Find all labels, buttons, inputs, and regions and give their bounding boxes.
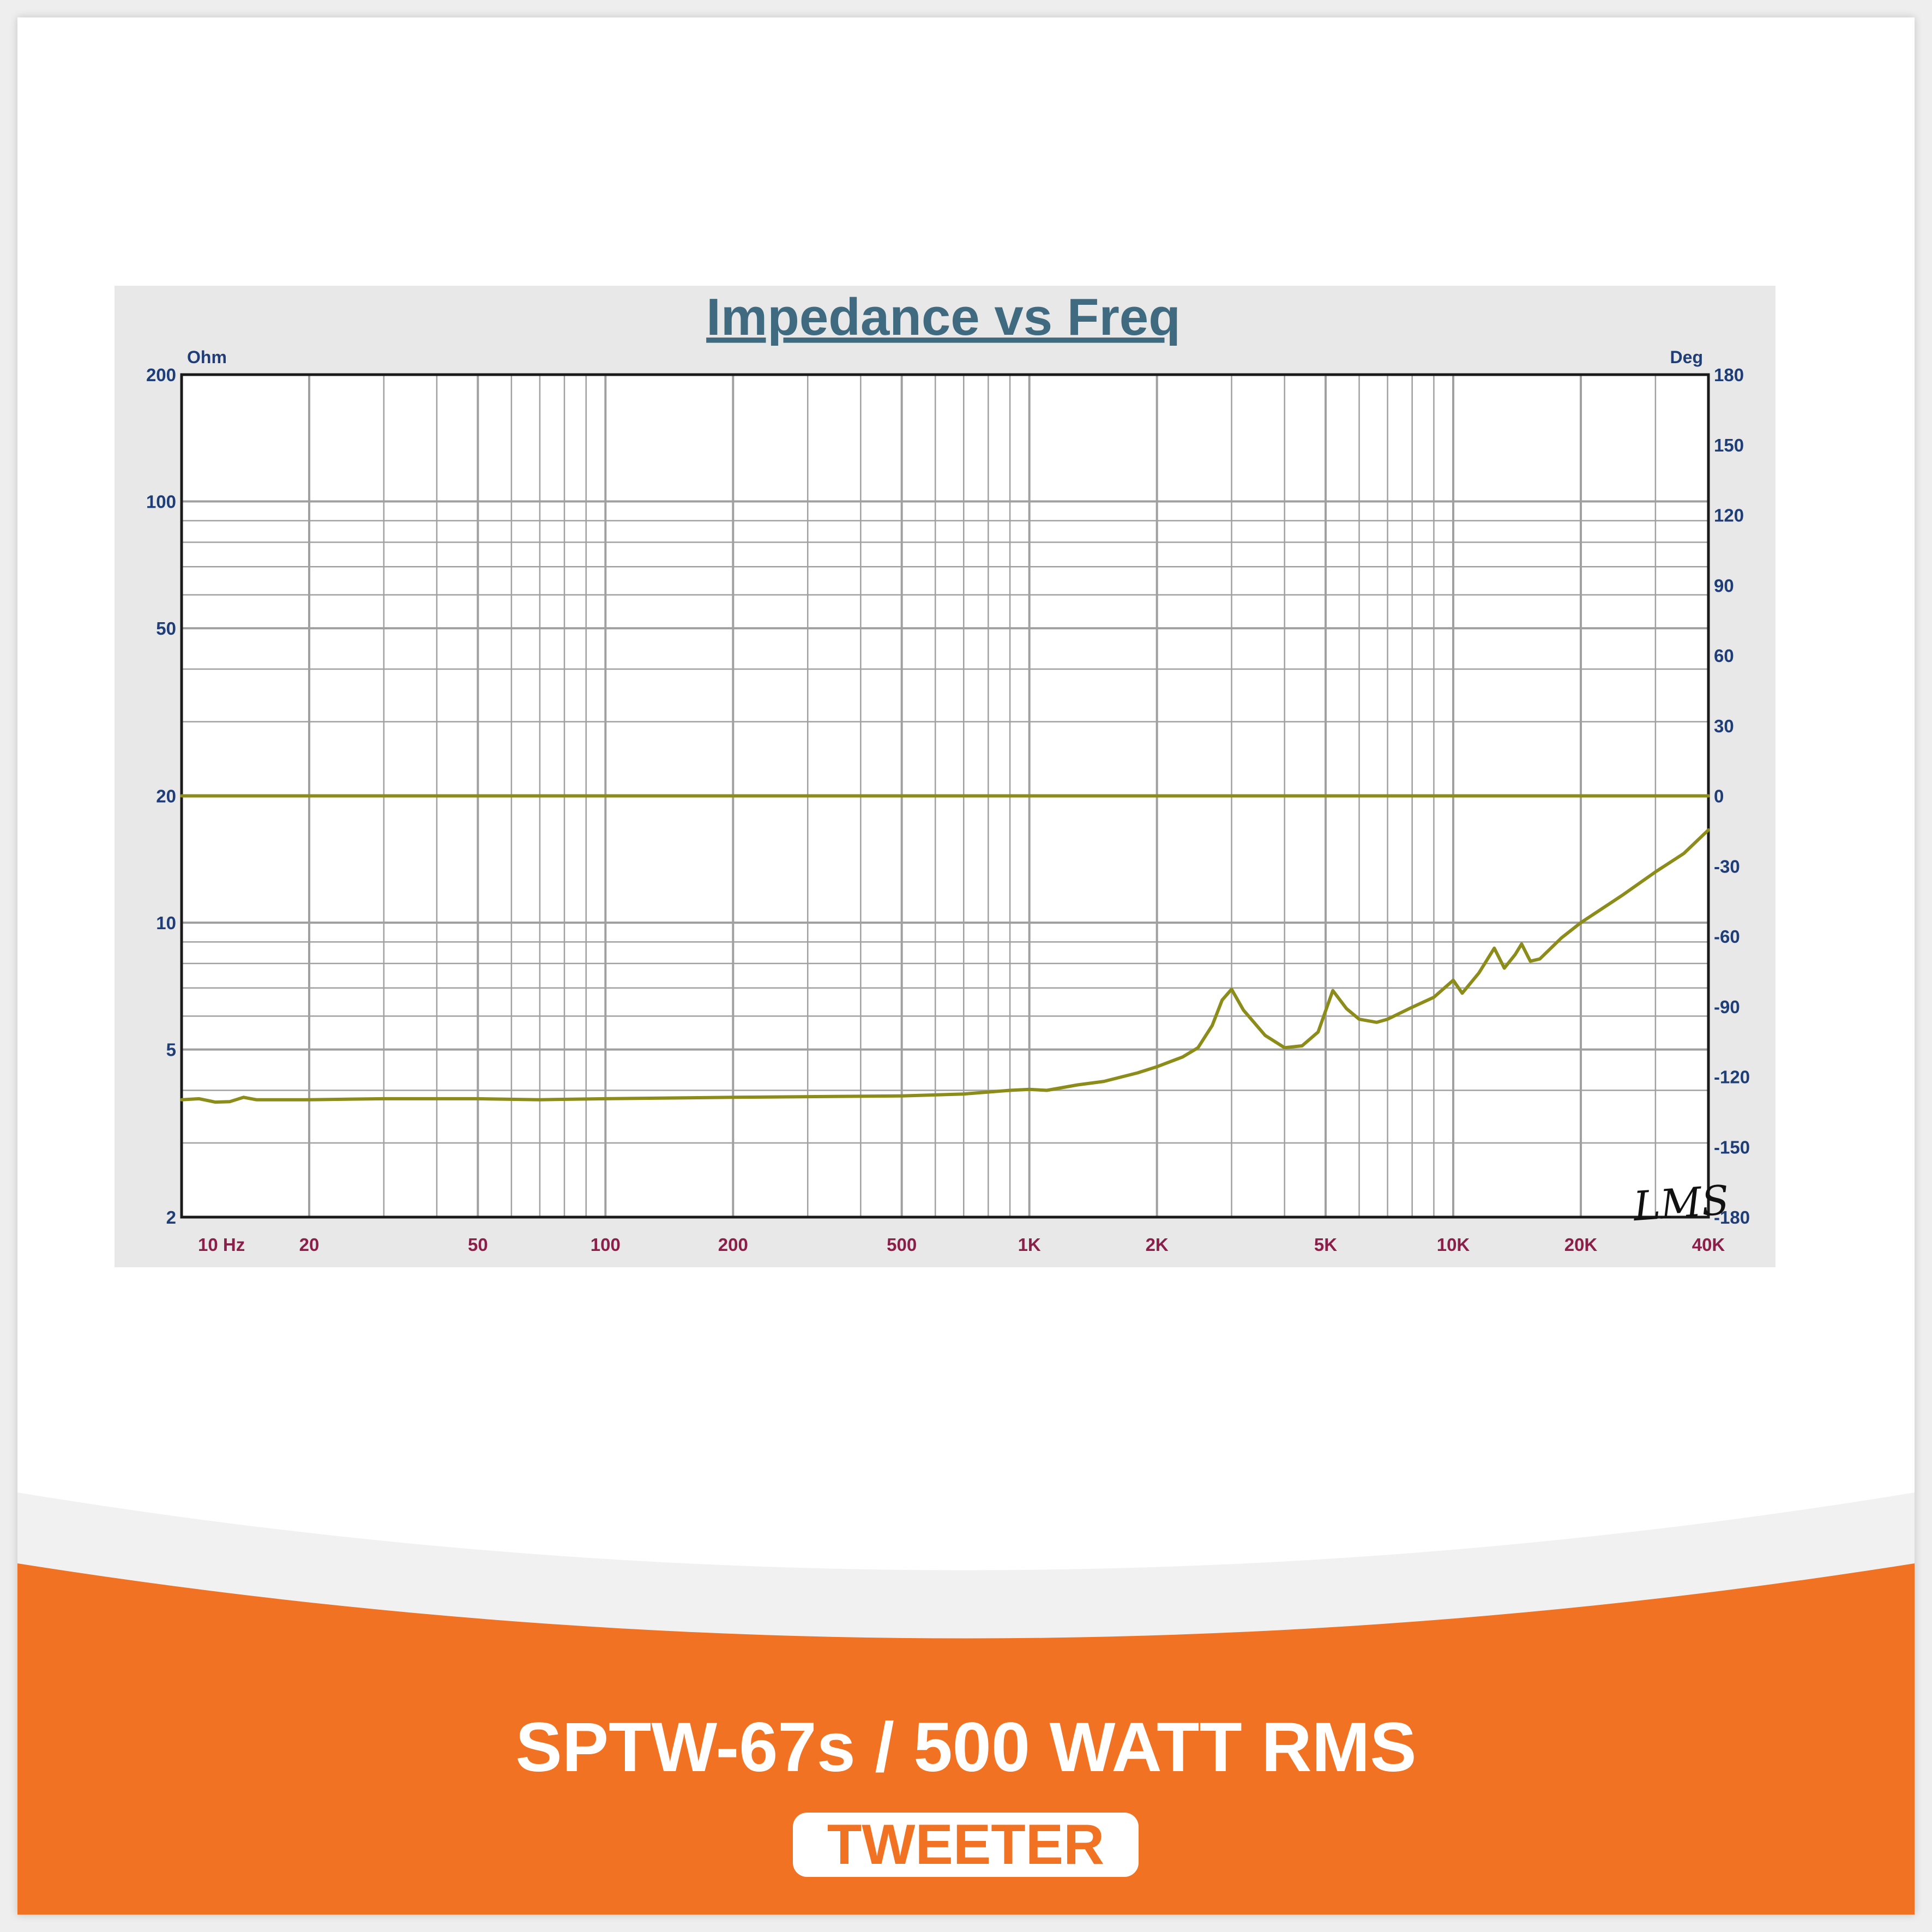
product-card: 10 Hz 20 50 100 200 500 1K 2K 5K 10K 20K 40K 2 5 10 20 5… bbox=[17, 17, 1915, 1915]
x-tick-label: 1K bbox=[1018, 1235, 1041, 1255]
y2-tick-label: 30 bbox=[1714, 716, 1734, 736]
x-tick-label: 40K bbox=[1692, 1235, 1725, 1255]
y2-tick-label: -30 bbox=[1714, 856, 1740, 876]
y-tick-label: 5 bbox=[166, 1040, 176, 1060]
y2-tick-label: 120 bbox=[1714, 505, 1744, 526]
x-tick-label: 2K bbox=[1146, 1235, 1169, 1255]
y-tick-label: 10 bbox=[156, 913, 176, 933]
y2-tick-label: -120 bbox=[1714, 1067, 1750, 1087]
y-tick-label: 20 bbox=[156, 786, 176, 806]
x-tick-label: 100 bbox=[591, 1235, 621, 1255]
impedance-chart: 10 Hz 20 50 100 200 500 1K 2K 5K 10K 20K 40K2510205… bbox=[115, 286, 1775, 1267]
chart-title: Impedance vs Freq bbox=[706, 288, 1181, 346]
y-tick-label: 2 bbox=[166, 1207, 176, 1227]
bottom-banner bbox=[17, 1492, 1915, 1915]
x-tick-label: 20 bbox=[299, 1235, 320, 1255]
x-tick-label: 10 Hz bbox=[198, 1235, 245, 1255]
lms-watermark: LMS bbox=[1631, 1177, 1731, 1230]
y-tick-label: 100 bbox=[146, 492, 176, 512]
y2-tick-label: 90 bbox=[1714, 575, 1734, 595]
y2-tick-label: 180 bbox=[1714, 365, 1744, 385]
y2-tick-label: 0 bbox=[1714, 786, 1724, 806]
product-type-badge: TWEETER bbox=[793, 1813, 1139, 1877]
y-axis-label: Ohm bbox=[187, 347, 227, 367]
x-tick-label: 5K bbox=[1314, 1235, 1337, 1255]
y2-tick-label: 150 bbox=[1714, 435, 1744, 455]
x-tick-label: 50 bbox=[468, 1235, 488, 1255]
y2-tick-label: -180 bbox=[1714, 1207, 1750, 1227]
x-tick-label: 500 bbox=[887, 1235, 917, 1255]
tick-labels: 10 Hz 20 50 100 200 500 1K 2K 5K 10K 20K 40K2510205… bbox=[146, 365, 1750, 1255]
y2-tick-label: -150 bbox=[1714, 1137, 1750, 1157]
y2-tick-label: -90 bbox=[1714, 997, 1740, 1017]
product-model-title: SPTW-67s / 500 WATT RMS bbox=[515, 1708, 1417, 1786]
x-tick-label: 10K bbox=[1437, 1235, 1470, 1255]
banner-orange-band bbox=[17, 1563, 1915, 1915]
y-tick-label: 50 bbox=[156, 618, 176, 639]
x-tick-label: 20K bbox=[1564, 1235, 1598, 1255]
y2-tick-label: 60 bbox=[1714, 646, 1734, 666]
x-tick-label: 200 bbox=[718, 1235, 748, 1255]
y-tick-label: 200 bbox=[146, 365, 176, 385]
y2-axis-label: Deg bbox=[1670, 347, 1703, 367]
impedance-series-line bbox=[180, 828, 1710, 1104]
y2-tick-label: -60 bbox=[1714, 926, 1740, 947]
series-layer bbox=[180, 794, 1710, 1104]
